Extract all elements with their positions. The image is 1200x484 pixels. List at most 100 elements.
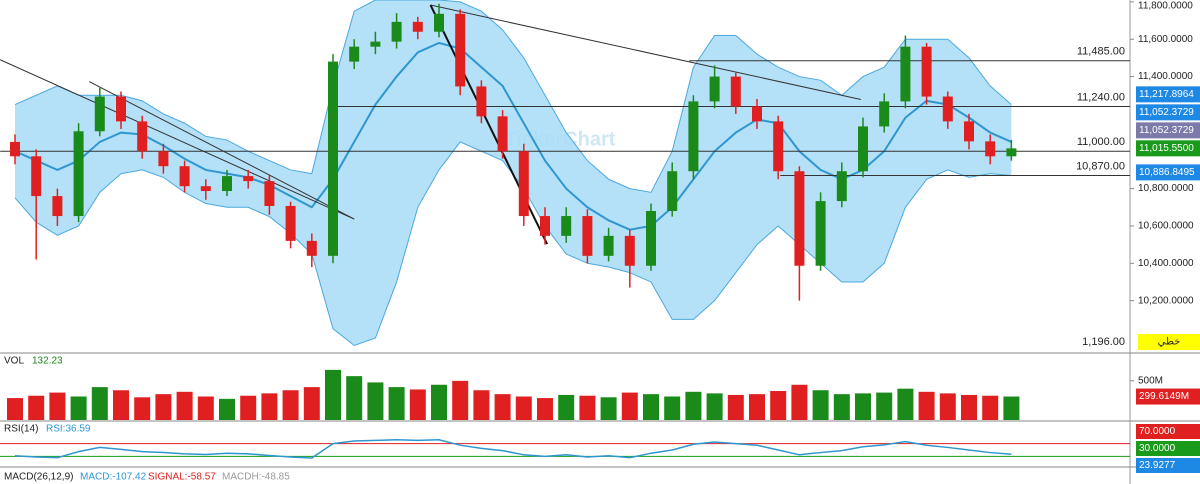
rsi-title: RSI(14) xyxy=(4,424,38,435)
candle-body xyxy=(31,156,42,197)
volume-bar xyxy=(706,393,723,420)
volume-bar xyxy=(452,380,469,420)
volume-bar xyxy=(537,398,553,420)
candle-body xyxy=(52,196,63,217)
price-tag-label: 10,886.8495 xyxy=(1139,167,1195,178)
candle-body xyxy=(200,186,211,192)
price-tag-label: 11,052.3729 xyxy=(1139,107,1194,118)
level-label: 11,485.00 xyxy=(1077,46,1125,58)
candle-body xyxy=(179,166,190,187)
candle-body xyxy=(264,181,275,206)
candle-body xyxy=(476,86,487,117)
candle-body xyxy=(985,141,996,157)
price-tag xyxy=(1136,164,1200,181)
price-tag xyxy=(1136,122,1200,139)
candle-body xyxy=(709,76,720,102)
level-label: 11,000.00 xyxy=(1077,136,1125,148)
volume-bar xyxy=(494,394,511,420)
volume-bar xyxy=(197,396,214,420)
volume-bar xyxy=(240,395,257,420)
volume-bar xyxy=(876,392,893,420)
candle-body xyxy=(688,101,699,172)
volume-title: VOL xyxy=(4,356,24,367)
y-tick-label: 11,800.0000 xyxy=(1138,1,1193,12)
rsi-current: RSI:36.59 xyxy=(46,424,91,435)
candle-body xyxy=(942,96,953,122)
volume-bar xyxy=(176,391,193,420)
candle-body xyxy=(561,216,572,236)
volume-bar xyxy=(473,390,490,420)
price-tag xyxy=(1136,86,1200,103)
candle-body xyxy=(667,171,678,212)
macd-value: MACD:-107.42 xyxy=(80,472,147,483)
volume-bar xyxy=(579,395,596,420)
candle-body xyxy=(921,46,932,97)
candle-body xyxy=(752,106,762,122)
volume-bar xyxy=(346,376,363,420)
volume-bar xyxy=(685,391,702,420)
volume-tag-label: 299.6149M xyxy=(1139,391,1189,402)
candle-body xyxy=(794,171,805,266)
candle-body xyxy=(328,61,338,256)
candle-body xyxy=(370,41,381,47)
volume-bar xyxy=(261,393,278,420)
candle-body xyxy=(518,151,529,217)
volume-bar xyxy=(918,391,935,420)
candle-body xyxy=(815,201,826,266)
candle-body xyxy=(964,121,974,142)
volume-bar xyxy=(219,398,235,420)
style-tag-label: خطي xyxy=(1158,337,1181,348)
bottom-label: 1,196.00 xyxy=(1082,336,1125,348)
level-label: 11,240.00 xyxy=(1077,91,1125,103)
volume-bar xyxy=(325,369,341,420)
candle-body xyxy=(497,116,508,152)
candle-body xyxy=(73,131,84,217)
volume-bar xyxy=(855,393,871,420)
rsi-tag-label: 70.0000 xyxy=(1139,426,1176,437)
volume-bar xyxy=(49,392,66,420)
volume-bar xyxy=(113,390,129,420)
rsi-tag-label: 23.9277 xyxy=(1139,460,1176,471)
y-tick-label: 10,800.0000 xyxy=(1138,183,1194,194)
volume-bar xyxy=(558,394,575,420)
volume-bar xyxy=(770,391,787,420)
trend-line xyxy=(430,4,861,101)
candle-body xyxy=(646,211,656,266)
candle-body xyxy=(243,176,254,182)
candle-body xyxy=(285,205,296,241)
volume-bar xyxy=(515,396,532,420)
volume-bar xyxy=(791,384,808,420)
candle-body xyxy=(137,121,148,152)
candle-body xyxy=(158,151,169,167)
rsi-tag-label: 30.0000 xyxy=(1139,443,1176,454)
price-tag-label: 11,015.5500 xyxy=(1139,143,1194,154)
y-tick-label: 11,400.0000 xyxy=(1138,71,1193,82)
candle-body xyxy=(349,46,360,62)
volume-bar xyxy=(91,387,108,420)
candle-body xyxy=(10,141,20,157)
volume-bar xyxy=(409,389,426,420)
candle-body xyxy=(773,121,784,172)
volume-bar xyxy=(367,382,384,420)
y-tick-label: 11,600.0000 xyxy=(1138,34,1193,45)
volume-bar xyxy=(833,394,850,420)
y-tick-label: 10,600.0000 xyxy=(1138,221,1194,232)
volume-bar xyxy=(749,394,765,420)
volume-bar xyxy=(961,394,977,420)
candle-body xyxy=(306,240,317,256)
volume-bar xyxy=(664,396,681,420)
candle-body xyxy=(624,235,635,266)
volume-tag xyxy=(1136,388,1200,405)
volume-bar xyxy=(812,390,829,420)
y-tick-label: 10,200.0000 xyxy=(1138,295,1194,306)
volume-bar xyxy=(388,387,405,420)
level-label: 10,870.00 xyxy=(1076,160,1125,172)
volume-bar xyxy=(897,388,914,420)
candle-body xyxy=(412,21,423,32)
candle-body xyxy=(391,21,402,42)
volume-bar xyxy=(7,398,23,420)
volume-bar xyxy=(621,392,638,420)
macd-hist: MACDH:-48.85 xyxy=(222,472,290,483)
candle-body xyxy=(116,96,126,122)
